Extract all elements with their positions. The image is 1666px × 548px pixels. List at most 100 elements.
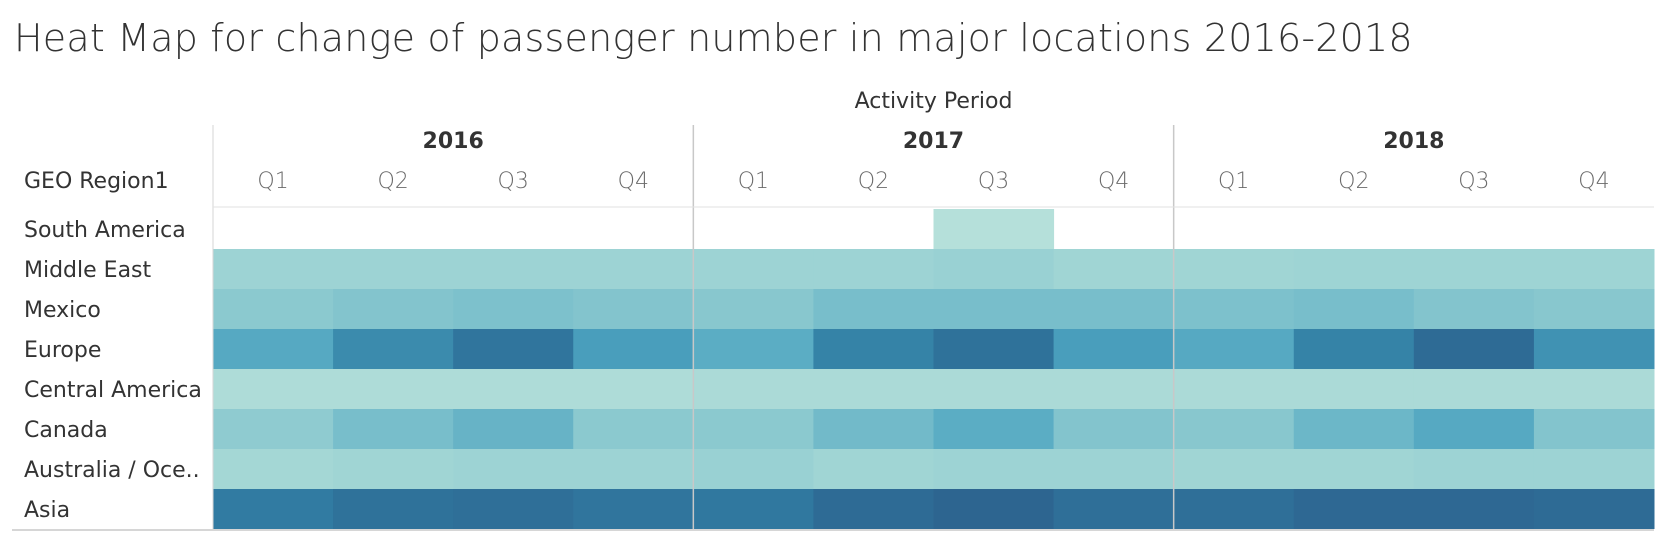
quarter-label: Q1	[257, 169, 288, 194]
heatmap-cell	[573, 489, 694, 529]
quarter-label: Q2	[377, 169, 408, 194]
heatmap-cell	[1533, 249, 1655, 289]
heatmap-cell	[333, 449, 454, 489]
heatmap-cell	[213, 449, 334, 489]
heatmap-cell	[333, 369, 454, 409]
heatmap-cell	[453, 289, 574, 329]
heatmap-cell	[453, 329, 574, 369]
heatmap-cell	[933, 249, 1055, 289]
heatmap-cell	[453, 369, 574, 409]
heatmap-cell	[1173, 289, 1295, 329]
row-label: Central America	[24, 378, 202, 403]
heatmap-cell	[1053, 249, 1175, 289]
quarter-label: Q4	[618, 169, 649, 194]
heatmap-cell	[813, 289, 934, 329]
row-label: Canada	[24, 418, 108, 443]
heatmap-cell	[1293, 329, 1415, 369]
heatmap-cell	[1293, 449, 1415, 489]
heatmap-cell	[1053, 489, 1175, 529]
heatmap-cell	[1293, 249, 1415, 289]
quarter-label: Q2	[1338, 169, 1369, 194]
heatmap-cell	[573, 289, 694, 329]
heatmap-cell	[693, 449, 814, 489]
heatmap-cell	[1173, 409, 1295, 449]
heatmap-cell	[693, 369, 814, 409]
year-label: 2016	[423, 129, 484, 154]
quarter-label: Q2	[858, 169, 889, 194]
heatmap-cell	[813, 409, 934, 449]
heatmap-cell	[573, 369, 694, 409]
heatmap-cell	[333, 289, 454, 329]
heatmap-cell	[933, 209, 1055, 249]
heatmap-cell	[453, 449, 574, 489]
heatmap-cell	[1533, 289, 1655, 329]
heatmap-cell	[933, 329, 1055, 369]
heatmap-cell	[1053, 329, 1175, 369]
quarter-label: Q3	[978, 169, 1009, 194]
heatmap-cell	[1053, 409, 1175, 449]
column-header-label: Activity Period	[855, 89, 1013, 114]
heatmap-cell	[333, 249, 454, 289]
heatmap-cell	[213, 289, 334, 329]
heatmap-cell	[453, 249, 574, 289]
heatmap-cell	[1413, 369, 1535, 409]
chart-title: Heat Map for change of passenger number …	[14, 16, 1413, 60]
heatmap-cell	[1053, 289, 1175, 329]
heatmap-cell	[1293, 409, 1415, 449]
quarter-label: Q4	[1578, 169, 1609, 194]
heatmap-cell	[573, 249, 694, 289]
row-label: Asia	[24, 498, 70, 523]
year-label: 2017	[903, 129, 964, 154]
heatmap-cell	[933, 369, 1055, 409]
heatmap-cell	[813, 329, 934, 369]
heatmap-cell	[1293, 369, 1415, 409]
heatmap-cell	[693, 489, 814, 529]
heatmap-cell	[693, 329, 814, 369]
year-label: 2018	[1383, 129, 1444, 154]
heatmap-cell	[453, 409, 574, 449]
heatmap-cell	[693, 249, 814, 289]
heatmap-cell	[1293, 489, 1415, 529]
heatmap-cell	[1413, 449, 1535, 489]
heatmap-cell	[213, 329, 334, 369]
heatmap-cell	[573, 449, 694, 489]
heatmap-cell	[1533, 329, 1655, 369]
heatmap-cell	[213, 369, 334, 409]
heatmap-cell	[333, 329, 454, 369]
heatmap-cell	[1173, 369, 1295, 409]
quarter-label: Q3	[498, 169, 529, 194]
heatmap-cell	[573, 409, 694, 449]
row-label: Mexico	[24, 298, 101, 323]
heatmap-cell	[1533, 449, 1655, 489]
row-label: Australia / Oce..	[24, 458, 200, 483]
heatmap-cell	[1173, 489, 1295, 529]
heatmap-cell	[813, 249, 934, 289]
heatmap-cell	[813, 489, 934, 529]
heatmap-cell	[933, 449, 1055, 489]
heatmap-cell	[1173, 249, 1295, 289]
heatmap-cell	[693, 289, 814, 329]
heatmap-cell	[333, 489, 454, 529]
heatmap-cell	[1413, 329, 1535, 369]
quarter-label: Q4	[1098, 169, 1129, 194]
heatmap-cell	[213, 489, 334, 529]
heatmap-cell	[1293, 289, 1415, 329]
row-header-label: GEO Region1	[24, 169, 169, 194]
row-label: South America	[24, 218, 186, 243]
heatmap-cell	[573, 329, 694, 369]
heatmap-cell	[933, 289, 1055, 329]
heatmap-cell	[1413, 289, 1535, 329]
heatmap-cell	[333, 409, 454, 449]
heatmap-cell	[933, 489, 1055, 529]
heatmap-cell	[1053, 369, 1175, 409]
row-label: Middle East	[24, 258, 152, 283]
heatmap-cell	[1533, 409, 1655, 449]
heatmap-cell	[813, 449, 934, 489]
heatmap-cell	[1173, 449, 1295, 489]
heatmap-cell	[1413, 249, 1535, 289]
quarter-label: Q1	[1218, 169, 1249, 194]
heatmap-cell	[1533, 489, 1655, 529]
quarter-label: Q1	[738, 169, 769, 194]
heatmap-cell	[453, 489, 574, 529]
